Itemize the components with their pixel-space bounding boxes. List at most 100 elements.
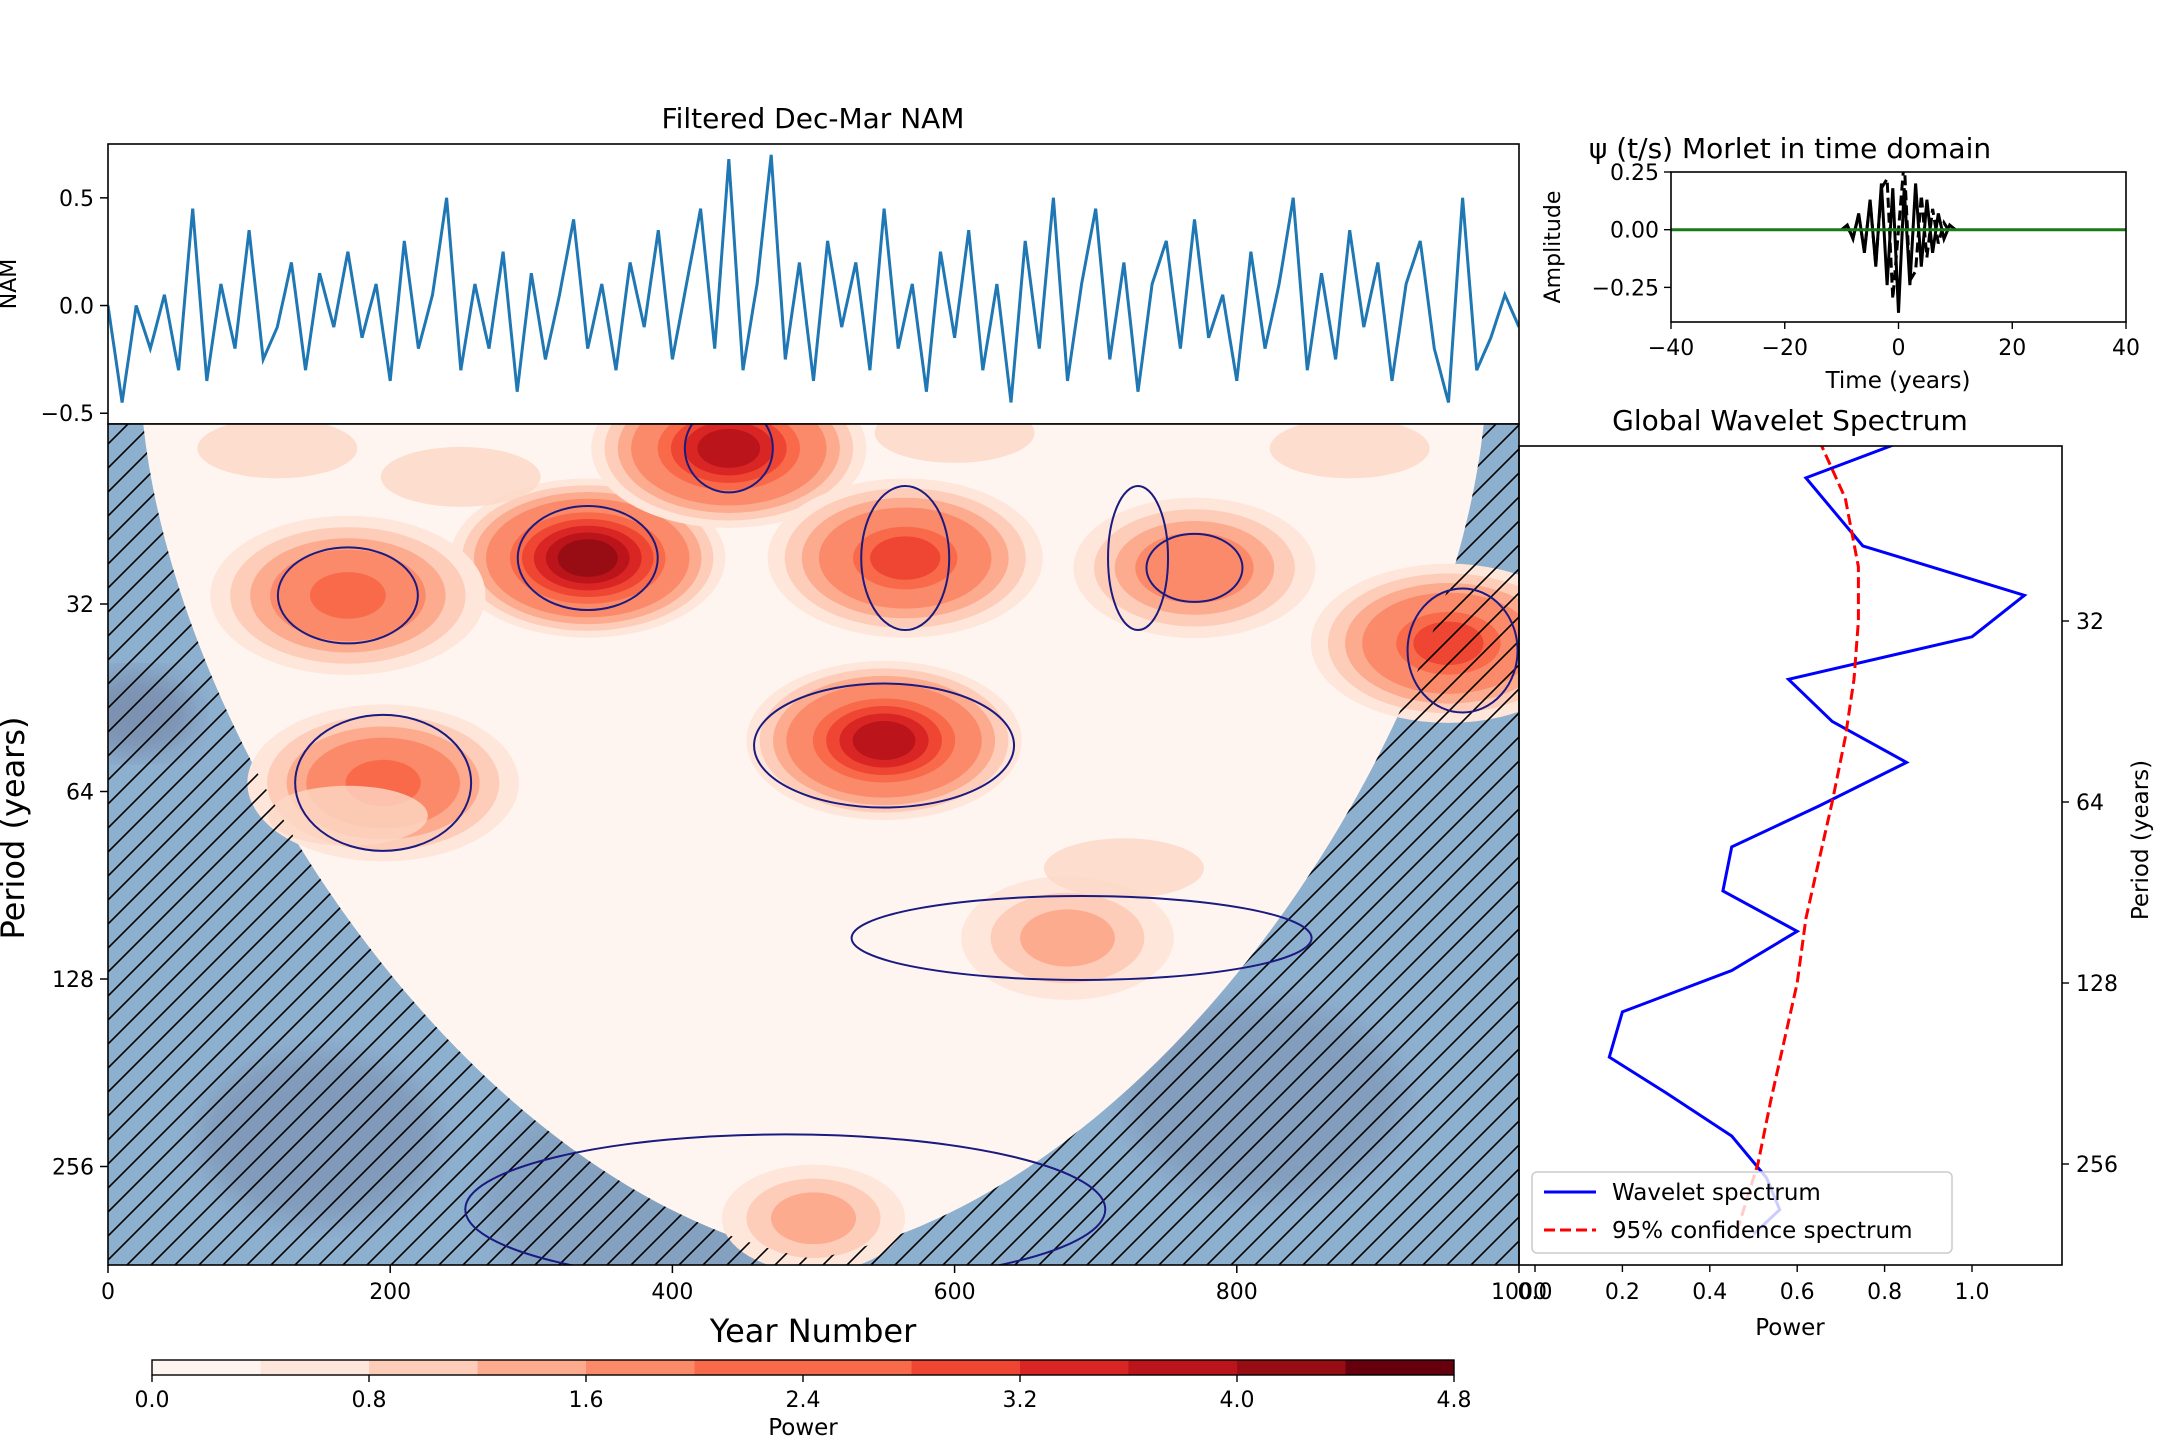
colorbar-cells [152, 1360, 1455, 1375]
morlet-title: ψ (t/s) Morlet in time domain [1589, 132, 1991, 165]
gws-series-line [1734, 446, 1860, 1235]
gws-ytick-label: 256 [2076, 1153, 2118, 1178]
wavelet-xtick-label: 600 [934, 1280, 976, 1305]
wavelet-ytick-label: 256 [52, 1156, 94, 1181]
gws-xlabel: Power [1755, 1315, 1825, 1341]
timeseries-yticks: 0.5 0.0 −0.5 [41, 187, 108, 427]
gws-panel: Global Wavelet Spectrum Power Period (ye… [1518, 404, 2155, 1341]
colorbar-cell [694, 1360, 804, 1375]
morlet-xtick-label: −20 [1762, 336, 1808, 361]
wavelet-xtick-label: 1000 [1491, 1280, 1547, 1305]
colorbar-ticks: 0.0 0.8 1.6 2.4 3.2 4.0 4.8 [135, 1375, 1472, 1413]
morlet-panel: ψ (t/s) Morlet in time domain Amplitude … [1541, 132, 2140, 394]
gws-xtick-label: 0.0 [1518, 1280, 1553, 1305]
gws-legend: Wavelet spectrum 95% confidence spectrum [1531, 1171, 1953, 1254]
timeseries-ylabel: NAM [0, 259, 22, 310]
ts-ytick-label: −0.5 [41, 402, 94, 427]
significance-contour [850, 895, 1313, 982]
gws-ytick-label: 128 [2076, 972, 2118, 997]
colorbar-tick-label: 4.0 [1220, 1388, 1255, 1413]
colorbar-label: Power [768, 1415, 838, 1440]
colorbar-tick-label: 0.8 [352, 1388, 387, 1413]
colorbar-cell [369, 1360, 478, 1375]
wavelet-xtick-label: 200 [369, 1280, 411, 1305]
gws-frame [1518, 445, 2063, 1266]
significance-contour [1406, 587, 1519, 714]
gws-xtick-label: 0.6 [1780, 1280, 1815, 1305]
gws-xtick-label: 0.2 [1605, 1280, 1640, 1305]
timeseries-panel: Filtered Dec-Mar NAM NAM 0.5 0.0 −0.5 [0, 102, 1520, 427]
morlet-series-line [1840, 183, 1957, 313]
gws-ytick-label: 32 [2076, 610, 2104, 635]
morlet-ytick-label: −0.25 [1592, 276, 1659, 301]
morlet-xtick-label: 20 [1998, 336, 2026, 361]
gws-ylabel: Period (years) [2128, 760, 2154, 920]
gws-ytick-label: 64 [2076, 791, 2104, 816]
morlet-xlabel: Time (years) [1825, 368, 1971, 394]
wavelet-xtick-label: 800 [1216, 1280, 1258, 1305]
colorbar-cell [803, 1360, 912, 1375]
colorbar-cell [1020, 1360, 1129, 1375]
morlet-xtick-label: 40 [2112, 336, 2140, 361]
wavelet-ytick-label: 128 [52, 968, 94, 993]
wavelet-xtick-label: 400 [651, 1280, 693, 1305]
significance-contour [276, 546, 419, 645]
wavelet-ytick-label: 64 [66, 781, 94, 806]
legend-label-confidence: 95% confidence spectrum [1612, 1218, 1912, 1244]
timeseries-title: Filtered Dec-Mar NAM [662, 102, 965, 135]
significance-contour [294, 713, 473, 852]
colorbar-tick-label: 3.2 [1003, 1388, 1038, 1413]
nam-series-line [108, 154, 1519, 403]
morlet-ytick-label: 0.00 [1610, 219, 1659, 244]
legend-label-wavelet: Wavelet spectrum [1612, 1180, 1821, 1206]
legend-box [1531, 1171, 1953, 1254]
morlet-xtick-label: −40 [1648, 336, 1694, 361]
significance-contour [860, 485, 951, 632]
morlet-frame [1670, 171, 2127, 323]
morlet-ytick-label: 0.25 [1610, 161, 1659, 186]
gws-title: Global Wavelet Spectrum [1612, 404, 1968, 437]
gws-xtick-label: 0.4 [1692, 1280, 1727, 1305]
colorbar-cell [911, 1360, 1021, 1375]
gws-xtick-label: 1.0 [1955, 1280, 1990, 1305]
colorbar-cell [586, 1360, 695, 1375]
colorbar-tick-label: 2.4 [786, 1388, 821, 1413]
significance-contour [516, 505, 659, 612]
ts-ytick-label: 0.5 [59, 187, 94, 212]
significance-contour [464, 1133, 1107, 1265]
colorbar-cell [260, 1360, 370, 1375]
wavelet-ytick-label: 32 [66, 593, 94, 618]
wavelet-yticks: 32 64 128 256 [52, 593, 108, 1181]
wavelet-ylabel: Period (years) [0, 717, 32, 940]
gws-series-line [1607, 446, 2028, 1236]
significance-contours [276, 424, 1519, 1265]
morlet-ylabel: Amplitude [1541, 191, 1566, 304]
colorbar-cell [1237, 1360, 1346, 1375]
gws-ticks: 0.0 0.2 0.4 0.6 0.8 1.0 32 64 128 256 [1518, 610, 2119, 1305]
wavelet-xlabel: Year Number [709, 1312, 917, 1350]
colorbar-cell [477, 1360, 587, 1375]
timeseries-frame [107, 143, 1520, 425]
colorbar-cell [1345, 1360, 1455, 1375]
colorbar-tick-label: 1.6 [569, 1388, 604, 1413]
ts-ytick-label: 0.0 [59, 295, 94, 320]
gws-lines [1607, 446, 2028, 1236]
morlet-ticks: −40 −20 0 20 40 0.25 0.00 −0.25 [1592, 161, 2140, 361]
colorbar-tick-label: 0.0 [135, 1388, 170, 1413]
gws-xtick-label: 0.8 [1867, 1280, 1902, 1305]
hatch-overlay [108, 424, 1519, 1265]
wavelet-xtick-label: 0 [101, 1280, 115, 1305]
morlet-xtick-label: 0 [1892, 336, 1906, 361]
significance-contour [1145, 532, 1244, 603]
morlet-lines [1671, 172, 2126, 313]
wavelet-xticks: 0 200 400 600 800 1000 [101, 1265, 1547, 1305]
colorbar-tick-label: 4.8 [1437, 1388, 1472, 1413]
wavelet-panel: 0 200 400 600 800 1000 32 64 128 256 Year Number… [0, 423, 1547, 1350]
significance-contour [683, 424, 774, 494]
significance-contour [1107, 485, 1170, 632]
significance-contour [753, 682, 1016, 809]
colorbar-cell [152, 1360, 261, 1375]
colorbar-cell [1128, 1360, 1238, 1375]
colorbar: 0.0 0.8 1.6 2.4 3.2 4.0 4.8 Power [135, 1359, 1472, 1441]
